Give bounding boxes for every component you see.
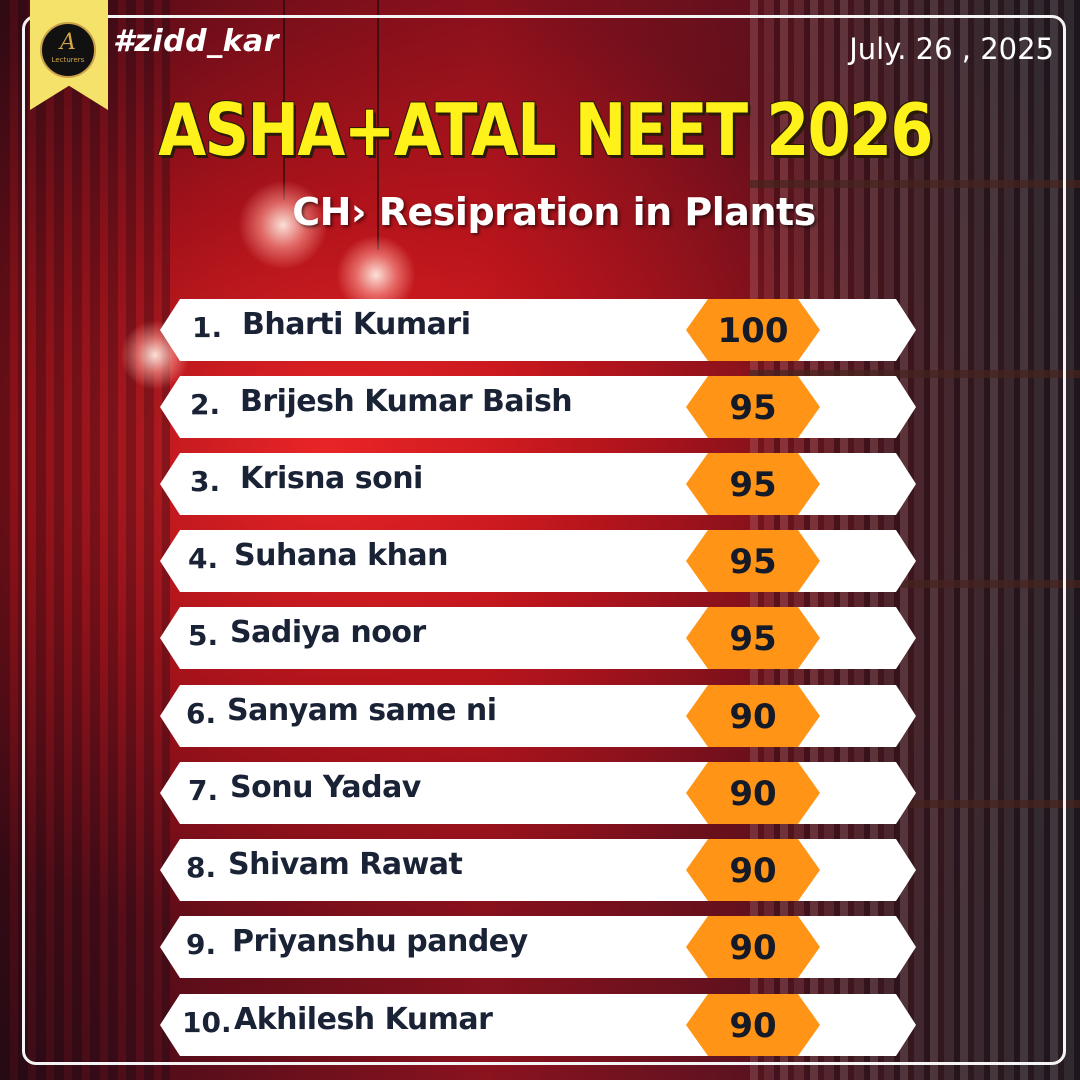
rank-number: 6. [186,697,217,730]
shelf-divider [750,580,1080,588]
leaderboard-row: 4. Suhana khan 95 [160,530,916,592]
rank-number: 10. [182,1006,232,1039]
score-value: 90 [729,928,777,968]
leaderboard-row: 8. Shivam Rawat 90 [160,839,916,901]
score-badge: 90 [686,839,820,901]
score-badge: 100 [686,299,820,361]
rank-number: 2. [190,388,221,421]
score-value: 90 [729,851,777,891]
lamp-glow [238,180,328,270]
score-value: 95 [729,542,777,582]
shelf-divider [750,370,1080,378]
score-badge: 95 [686,376,820,438]
score-value: 95 [729,619,777,659]
score-value: 90 [729,697,777,737]
background-bookshelf-left [0,0,170,1080]
student-name: Shivam Rawat [228,847,463,882]
score-badge: 90 [686,762,820,824]
student-name: Priyanshu pandey [232,924,528,959]
lamp-wire [377,0,379,250]
score-value: 100 [717,311,789,351]
rank-number: 7. [188,774,219,807]
logo-monogram: A [60,30,76,55]
score-value: 95 [729,388,777,428]
student-name: Sonu Yadav [230,770,421,805]
score-badge: 95 [686,607,820,669]
shelf-divider [750,800,1080,808]
rank-number: 8. [186,851,217,884]
score-badge: 95 [686,530,820,592]
score-badge: 95 [686,453,820,515]
hashtag-label: #zidd_kar [113,24,280,59]
score-badge: 90 [686,916,820,978]
student-name: Krisna soni [240,461,423,496]
leaderboard-row: 9. Priyanshu pandey 90 [160,916,916,978]
leaderboard-row: 7. Sonu Yadav 90 [160,762,916,824]
score-value: 90 [729,774,777,814]
leaderboard-row: 5. Sadiya noor 95 [160,607,916,669]
leaderboard-row: 3. Krisna soni 95 [160,453,916,515]
shelf-divider [750,180,1080,188]
rank-number: 5. [188,619,219,652]
date-label: July. 26 , 2025 [849,32,1054,66]
rank-number: 1. [192,311,223,344]
score-badge: 90 [686,994,820,1056]
student-name: Brijesh Kumar Baish [240,384,573,419]
brand-logo: A Lecturers [40,22,96,78]
score-badge: 90 [686,685,820,747]
leaderboard-row: 1. Bharti Kumari 100 [160,299,916,361]
chapter-subtitle: CH› Resipration in Plants [292,190,816,234]
page-title: ASHA+ATAL NEET 2026 [158,88,933,172]
logo-wordmark: Lecturers [51,56,85,64]
student-name: Suhana khan [234,538,449,573]
rank-number: 3. [190,465,221,498]
leaderboard-row: 6. Sanyam same ni 90 [160,685,916,747]
student-name: Bharti Kumari [242,307,471,342]
score-value: 90 [729,1006,777,1046]
score-value: 95 [729,465,777,505]
leaderboard-row: 10. Akhilesh Kumar 90 [160,994,916,1056]
rank-number: 9. [186,928,217,961]
student-name: Sadiya noor [230,615,426,650]
white-border-frame [22,15,1066,1065]
leaderboard-row: 2. Brijesh Kumar Baish 95 [160,376,916,438]
student-name: Akhilesh Kumar [234,1002,493,1037]
student-name: Sanyam same ni [227,693,497,728]
rank-number: 4. [188,542,219,575]
lamp-wire [283,0,285,200]
